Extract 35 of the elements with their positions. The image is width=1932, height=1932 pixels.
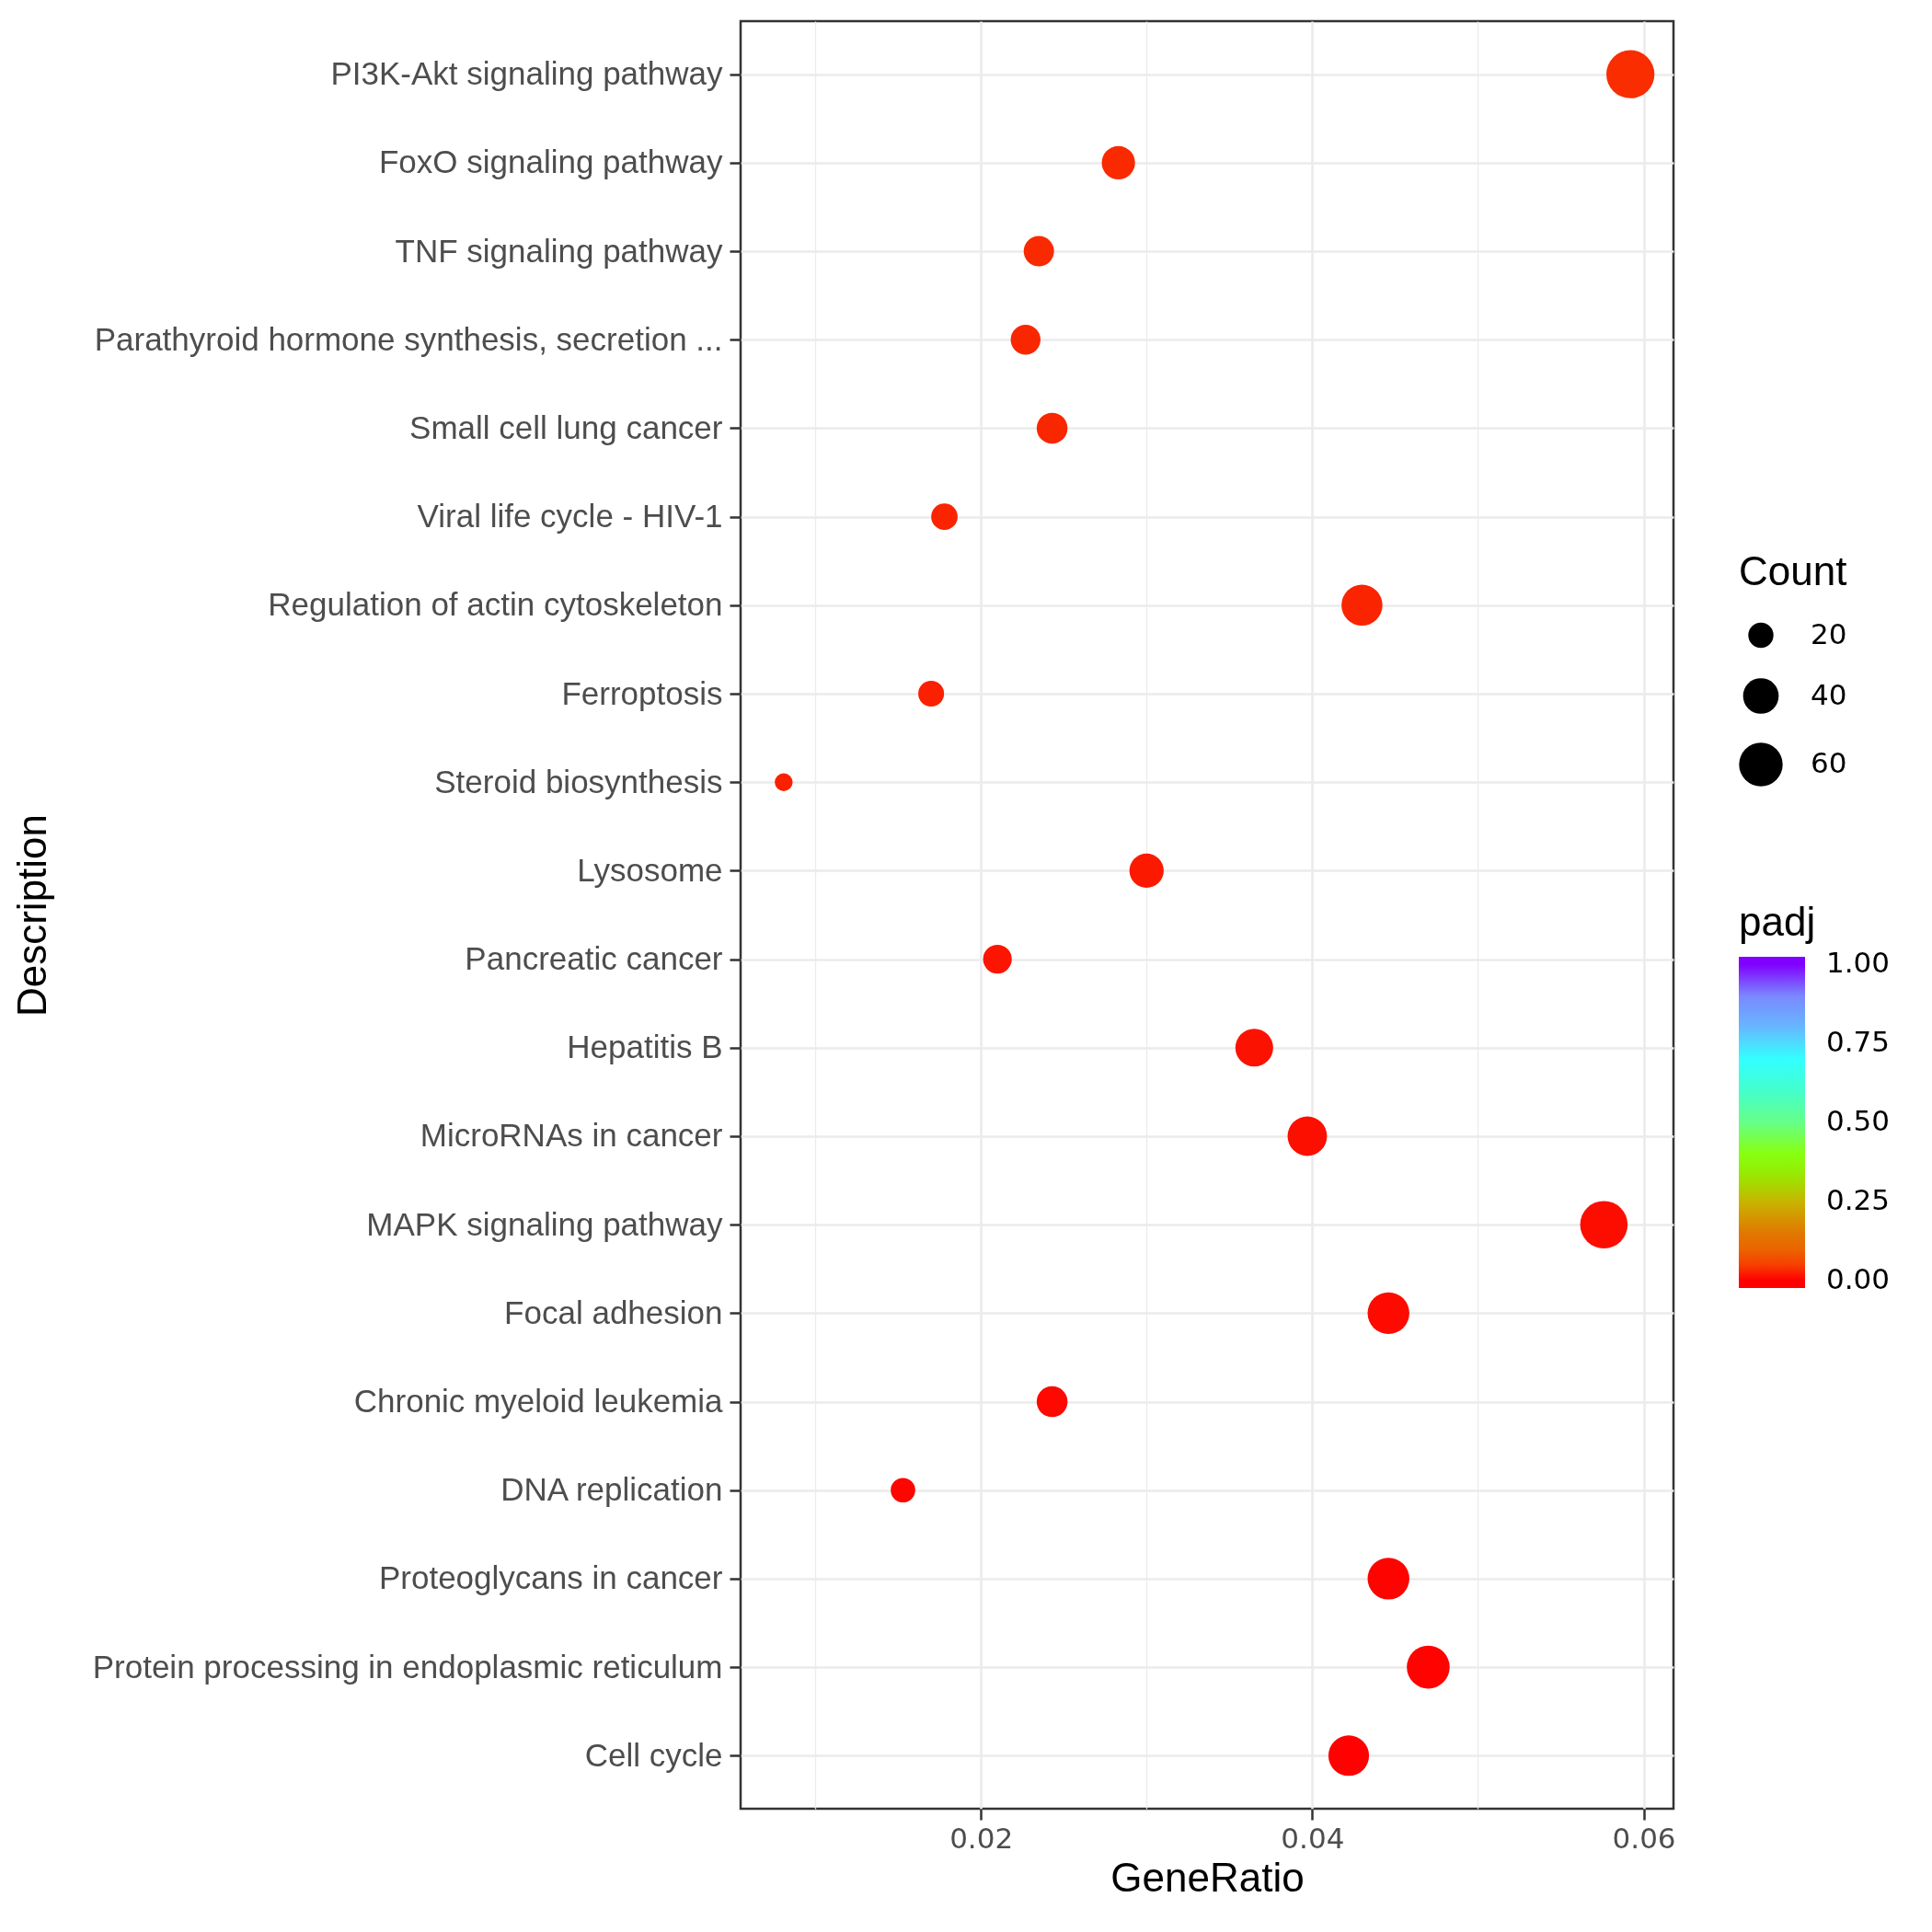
y-tick-label: DNA replication: [500, 1471, 723, 1508]
x-axis-title: GeneRatio: [1110, 1854, 1305, 1900]
color-bar-label: 0.00: [1826, 1261, 1891, 1295]
color-bar-label: 1.00: [1826, 946, 1891, 980]
y-tick-label: MAPK signaling pathway: [366, 1205, 723, 1242]
y-tick-label: PI3K-Akt signaling pathway: [330, 55, 723, 92]
y-tick-label: TNF signaling pathway: [395, 232, 723, 269]
color-bar-label: 0.25: [1826, 1182, 1891, 1216]
y-axis-title: Description: [8, 813, 54, 1018]
y-tick-label: Parathyroid hormone synthesis, secretion ...: [94, 320, 723, 357]
y-tick-label: Lysosome: [577, 851, 723, 888]
legend-label: 60: [1811, 746, 1847, 779]
y-tick-label: Ferroptosis: [561, 674, 723, 711]
legend-title: Count: [1739, 548, 1847, 593]
y-tick-label: Hepatitis B: [567, 1029, 723, 1065]
y-tick-label: Regulation of actin cytoskeleton: [268, 586, 723, 623]
color-bar-title: padj: [1739, 899, 1816, 944]
y-tick-label: Proteoglycans in cancer: [378, 1559, 723, 1596]
y-tick-label: Pancreatic cancer: [465, 940, 723, 977]
x-tick-label: 0.06: [1612, 1821, 1676, 1855]
y-tick-label: Viral life cycle - HIV-1: [417, 498, 723, 535]
y-tick-label: Small cell lung cancer: [409, 408, 723, 445]
color-bar-label: 0.75: [1826, 1025, 1891, 1059]
y-tick-label: Focal adhesion: [504, 1294, 723, 1330]
y-tick-label: Steroid biosynthesis: [434, 763, 723, 799]
y-tick-label: Chronic myeloid leukemia: [353, 1383, 724, 1420]
y-tick-label: FoxO signaling pathway: [378, 144, 723, 180]
y-tick-label: Cell cycle: [584, 1736, 723, 1773]
y-tick-label: MicroRNAs in cancer: [420, 1117, 723, 1154]
x-tick-label: 0.02: [949, 1821, 1014, 1855]
x-tick-label: 0.04: [1281, 1821, 1345, 1855]
legend-label: 40: [1811, 677, 1847, 711]
y-tick-label: Protein processing in endoplasmic reticulum: [92, 1648, 723, 1685]
color-bar-label: 0.50: [1826, 1104, 1891, 1137]
legend-label: 20: [1811, 616, 1847, 650]
